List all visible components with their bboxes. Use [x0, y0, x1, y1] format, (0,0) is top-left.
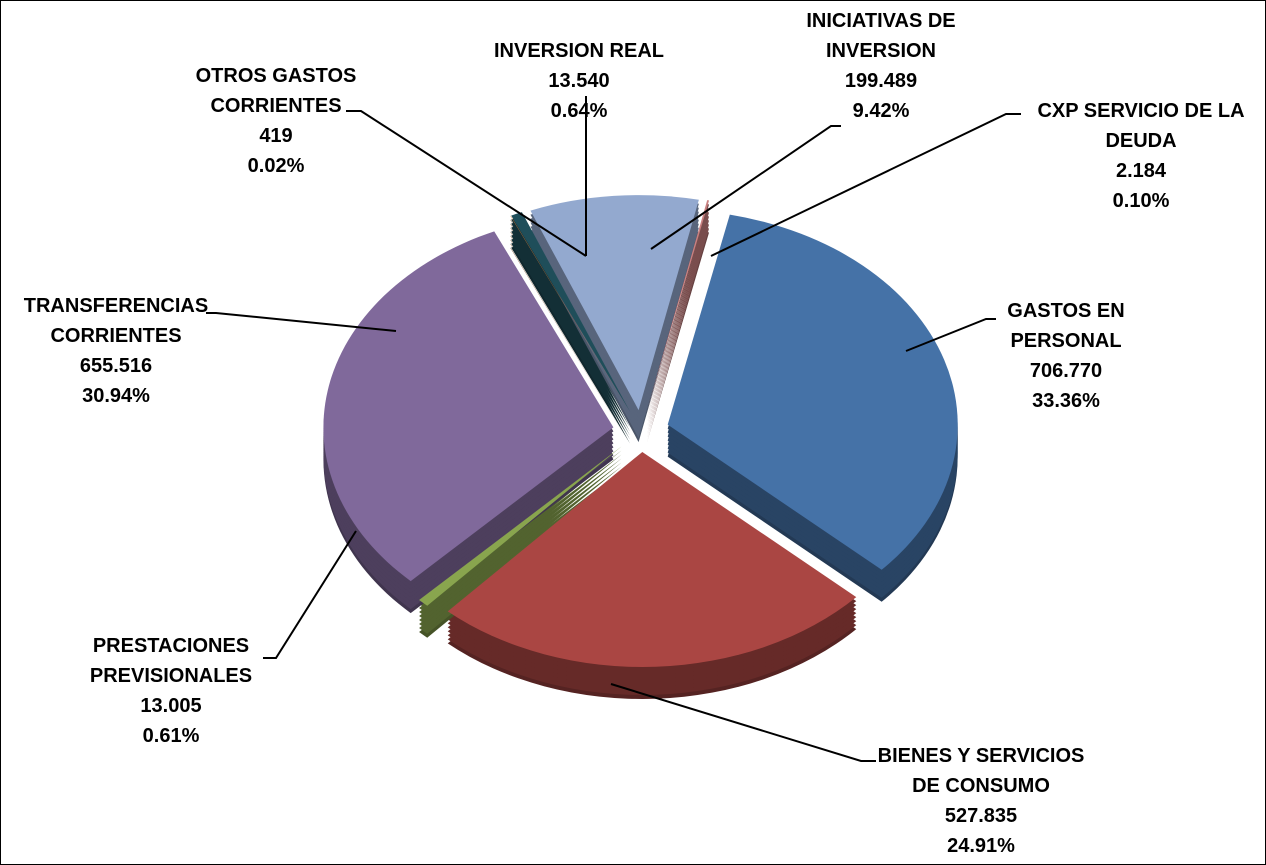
value-label: 527.835: [944, 805, 1018, 827]
value-label: 24.91%: [947, 835, 1015, 857]
slice-side: [646, 212, 710, 423]
slice-side: [646, 224, 710, 435]
leader-line: [263, 530, 357, 659]
category-label: TRANSFERENCIAS CORRIENTES: [23, 295, 209, 347]
slice-label: GASTOS EN PERSONAL 706.770 33.36%: [991, 296, 1141, 416]
slice-label: PRESTACIONES PREVISIONALES 13.005 0.61%: [71, 631, 271, 751]
slice: [419, 446, 622, 606]
category-label: GASTOS EN PERSONAL: [1007, 300, 1125, 352]
slice-side: [646, 216, 710, 427]
slice-side: [511, 244, 631, 444]
slice-side: [511, 232, 631, 432]
slice-label: BIENES Y SERVICIOS DE CONSUMO 527.835 24.9…: [861, 741, 1101, 861]
leader-line: [710, 113, 1021, 257]
slice: [447, 451, 857, 667]
slice-side: [511, 236, 631, 436]
slice: [511, 212, 631, 412]
value-label: 30.94%: [82, 385, 150, 407]
slice-side: [511, 228, 631, 428]
slice-side: [511, 224, 631, 424]
leader-line: [610, 683, 876, 762]
value-label: 0.61%: [142, 725, 200, 747]
category-label: INICIATIVAS DE INVERSION: [806, 10, 956, 62]
value-label: 419: [259, 125, 293, 147]
slice-side: [646, 220, 710, 431]
slice-side: [646, 208, 710, 419]
value-label: 199.489: [844, 70, 918, 92]
category-label: OTROS GASTOS CORRIENTES: [195, 65, 357, 117]
value-label: 655.516: [79, 355, 153, 377]
slice-side: [510, 247, 630, 444]
leader-line: [346, 110, 587, 257]
slice-side: [646, 232, 710, 443]
value-label: 9.42%: [852, 100, 910, 122]
slice: [530, 195, 699, 411]
slice: [510, 215, 630, 412]
value-label: 2.184: [1115, 160, 1167, 182]
leader-line: [206, 312, 397, 332]
leader-line: [650, 125, 841, 250]
value-label: 13.005: [140, 695, 202, 717]
value-label: 706.770: [1029, 360, 1103, 382]
value-label: 13.540: [548, 70, 610, 92]
slice-side: [646, 228, 710, 439]
slice-label: INVERSION REAL 13.540 0.64%: [469, 36, 689, 126]
slice-label: OTROS GASTOS CORRIENTES 419 0.02%: [176, 61, 376, 181]
slice-side: [511, 240, 631, 440]
category-label: PRESTACIONES PREVISIONALES: [89, 635, 253, 687]
category-label: BIENES Y SERVICIOS DE CONSUMO: [877, 745, 1085, 797]
slice-label: TRANSFERENCIAS CORRIENTES 655.516 30.94%: [1, 291, 231, 411]
slice-label: INICIATIVAS DE INVERSION 199.489 9.42%: [781, 6, 981, 126]
slice-side: [646, 204, 710, 415]
leader-line: [905, 318, 996, 352]
slice: [323, 231, 614, 582]
value-label: 0.10%: [1112, 190, 1170, 212]
value-label: 0.64%: [550, 100, 608, 122]
slice-label: CXP SERVICIO DE LA DEUDA 2.184 0.10%: [1026, 96, 1256, 216]
category-label: CXP SERVICIO DE LA DEUDA: [1037, 100, 1245, 152]
value-label: 33.36%: [1032, 390, 1100, 412]
slice: [646, 200, 710, 411]
slice: [667, 214, 958, 570]
value-label: 0.02%: [247, 155, 305, 177]
category-label: INVERSION REAL: [493, 40, 665, 62]
